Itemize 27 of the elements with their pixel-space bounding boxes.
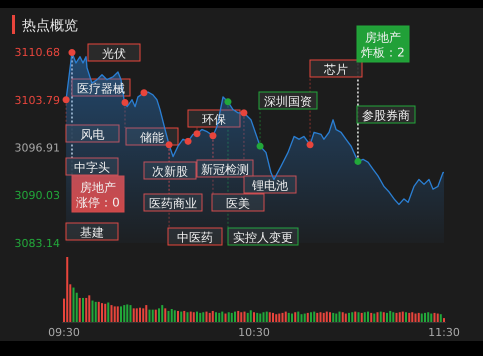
annotation: 中字头 xyxy=(74,160,110,174)
annotation: 房地产涨停：0 xyxy=(76,180,120,210)
chart-title: 热点概览 xyxy=(22,18,78,34)
y-tick-label: 3083.14 xyxy=(14,237,60,250)
x-tick-label: 10:30 xyxy=(238,326,270,339)
annotation: 锂电池 xyxy=(251,178,288,192)
annotation: 深圳国资 xyxy=(264,94,312,108)
y-tick-label: 3110.68 xyxy=(14,46,60,59)
annotation: 房地产炸板：2 xyxy=(361,30,405,60)
annotation: 次新股 xyxy=(152,164,188,178)
annotation: 储能 xyxy=(140,130,164,144)
y-tick-label: 3090.03 xyxy=(14,189,60,202)
annotation: 光伏 xyxy=(102,46,126,60)
x-tick-label: 09:30 xyxy=(48,326,80,339)
annotation: 医药商业 xyxy=(149,196,197,210)
annotation: 实控人变更 xyxy=(233,230,293,244)
annotation: 基建 xyxy=(80,226,104,240)
annotation: 芯片 xyxy=(323,62,348,76)
annotation: 中医药 xyxy=(177,230,213,244)
y-tick-label: 3096.91 xyxy=(14,142,60,154)
x-tick-label: 11:30 xyxy=(428,326,460,339)
annotation: 参股券商 xyxy=(362,108,410,122)
annotation: 风电 xyxy=(80,128,104,142)
annotation: 新冠检测 xyxy=(201,162,249,176)
annotation: 医美 xyxy=(226,196,250,210)
annotation: 医疗器械 xyxy=(77,82,125,96)
y-tick-label: 3103.79 xyxy=(14,94,60,107)
